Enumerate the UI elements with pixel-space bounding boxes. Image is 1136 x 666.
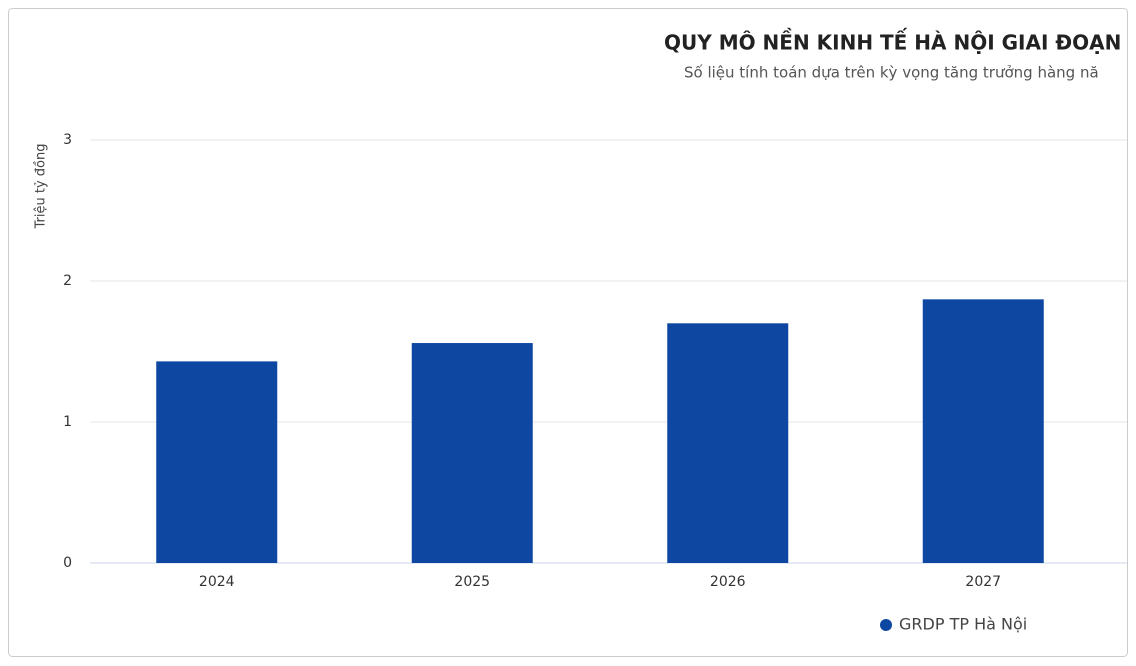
y-tick-label: 3 (63, 132, 72, 148)
bar (667, 323, 789, 563)
chart-subtitle: Số liệu tính toán dựa trên kỳ vọng tăng … (684, 64, 1099, 82)
x-tick-label: 2027 (965, 574, 1001, 590)
bar (156, 361, 278, 563)
x-tick-label: 2025 (454, 574, 490, 590)
x-tick-label: 2024 (199, 574, 235, 590)
y-tick-label: 2 (63, 273, 72, 289)
y-tick-label: 0 (63, 555, 72, 571)
y-tick-label: 1 (63, 414, 72, 430)
bar (411, 343, 533, 563)
legend-marker (880, 619, 892, 631)
x-tick-label: 2026 (710, 574, 746, 590)
chart-frame (8, 8, 1128, 657)
plot-area: QUY MÔ NỀN KINH TẾ HÀ NỘI GIAI ĐOẠN Số l… (90, 29, 1127, 564)
legend-label: GRDP TP Hà Nội (899, 615, 1027, 634)
bar (922, 299, 1044, 563)
y-axis-label: Triệu tỷ đồng (34, 144, 49, 230)
chart-title: QUY MÔ NỀN KINH TẾ HÀ NỘI GIAI ĐOẠN (664, 29, 1121, 55)
